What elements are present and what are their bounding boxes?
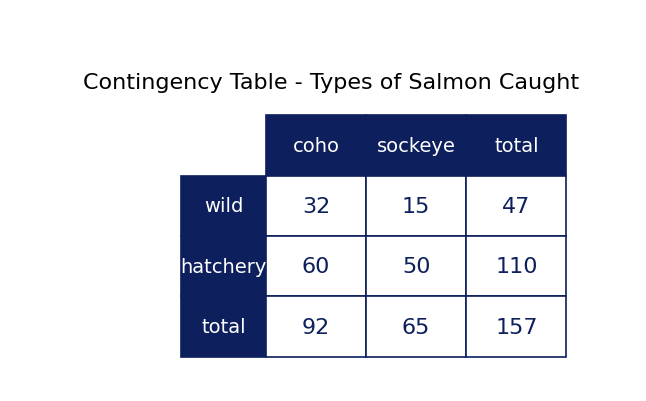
Text: total: total [201, 317, 245, 336]
Text: hatchery: hatchery [180, 257, 267, 276]
FancyBboxPatch shape [366, 237, 466, 297]
Text: 32: 32 [302, 196, 330, 217]
FancyBboxPatch shape [466, 297, 567, 357]
Text: coho: coho [293, 137, 340, 156]
Text: 47: 47 [502, 196, 530, 217]
FancyBboxPatch shape [366, 116, 466, 176]
FancyBboxPatch shape [266, 297, 366, 357]
Text: 157: 157 [495, 317, 537, 337]
FancyBboxPatch shape [366, 297, 466, 357]
Text: 15: 15 [402, 196, 430, 217]
FancyBboxPatch shape [466, 237, 567, 297]
FancyBboxPatch shape [366, 176, 466, 237]
FancyBboxPatch shape [181, 237, 266, 297]
FancyBboxPatch shape [266, 176, 366, 237]
Text: Contingency Table - Types of Salmon Caught: Contingency Table - Types of Salmon Caug… [83, 73, 579, 93]
FancyBboxPatch shape [266, 116, 366, 176]
FancyBboxPatch shape [266, 237, 366, 297]
Text: 92: 92 [302, 317, 330, 337]
Text: 50: 50 [402, 257, 430, 277]
FancyBboxPatch shape [181, 176, 266, 237]
Text: 110: 110 [495, 257, 537, 277]
Text: total: total [494, 137, 539, 156]
Text: 60: 60 [302, 257, 330, 277]
FancyBboxPatch shape [466, 176, 567, 237]
Text: sockeye: sockeye [377, 137, 455, 156]
FancyBboxPatch shape [466, 116, 567, 176]
Text: 65: 65 [402, 317, 430, 337]
FancyBboxPatch shape [181, 297, 266, 357]
Text: wild: wild [203, 197, 243, 216]
